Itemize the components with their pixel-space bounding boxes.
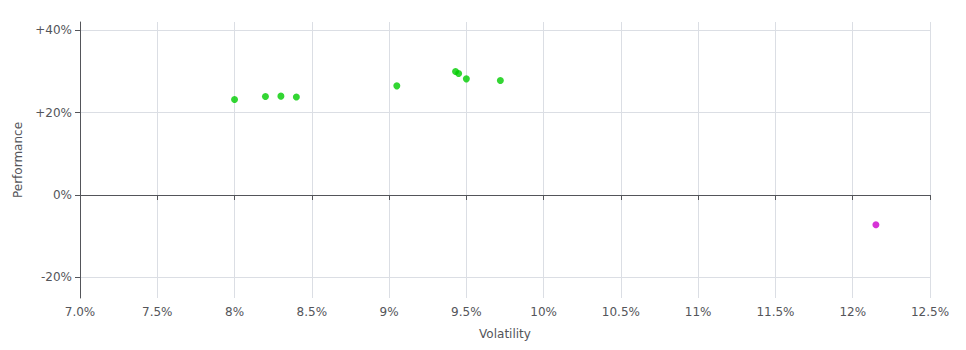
svg-text:7.0%: 7.0% bbox=[65, 305, 96, 319]
svg-text:0%: 0% bbox=[53, 188, 72, 202]
svg-text:Performance: Performance bbox=[11, 122, 25, 198]
svg-text:9.5%: 9.5% bbox=[451, 305, 482, 319]
svg-text:11.5%: 11.5% bbox=[756, 305, 794, 319]
svg-text:8%: 8% bbox=[225, 305, 244, 319]
svg-text:10%: 10% bbox=[530, 305, 557, 319]
svg-text:-20%: -20% bbox=[41, 270, 72, 284]
svg-text:+20%: +20% bbox=[35, 106, 72, 120]
svg-text:12.5%: 12.5% bbox=[911, 305, 949, 319]
svg-text:Volatility: Volatility bbox=[479, 327, 531, 341]
svg-text:12%: 12% bbox=[839, 305, 866, 319]
svg-text:8.5%: 8.5% bbox=[297, 305, 328, 319]
svg-text:9%: 9% bbox=[380, 305, 399, 319]
svg-text:+40%: +40% bbox=[35, 23, 72, 37]
svg-text:7.5%: 7.5% bbox=[142, 305, 173, 319]
svg-text:10.5%: 10.5% bbox=[602, 305, 640, 319]
svg-text:11%: 11% bbox=[685, 305, 712, 319]
